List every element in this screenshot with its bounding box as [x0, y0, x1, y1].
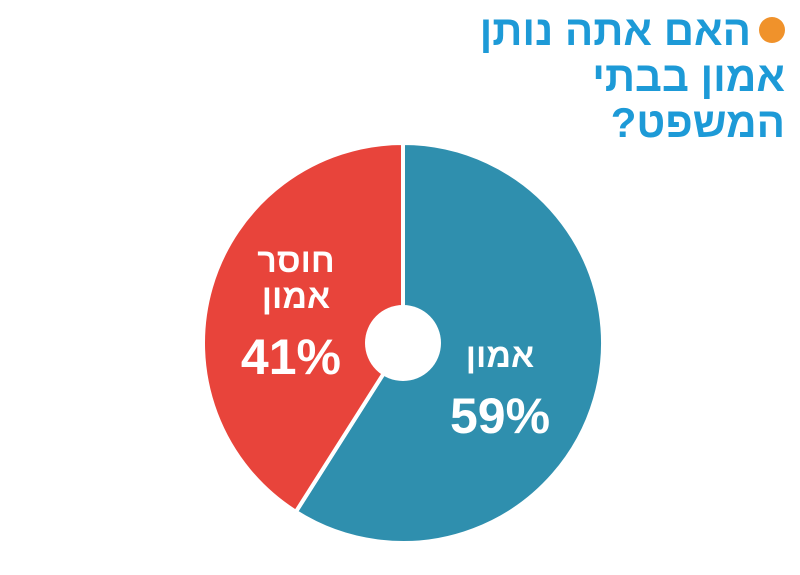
value-label: 59% [449, 388, 551, 444]
slice-label: אמון 59% [440, 338, 560, 444]
value-label: 41% [240, 329, 341, 385]
category-label: חוסר אמון [257, 242, 335, 316]
chart-title-block: האם אתה נותן אמון בבתי המשפט? [425, 8, 785, 146]
pie-slice [293, 140, 605, 545]
donut-hole [365, 305, 441, 381]
bullet [759, 17, 785, 43]
category-label: אמון [465, 337, 535, 375]
pie-slice [201, 140, 405, 515]
slice-label: חוסר אמון 41% [240, 242, 341, 385]
chart-title: האם אתה נותן אמון בבתי המשפט? [479, 7, 785, 146]
